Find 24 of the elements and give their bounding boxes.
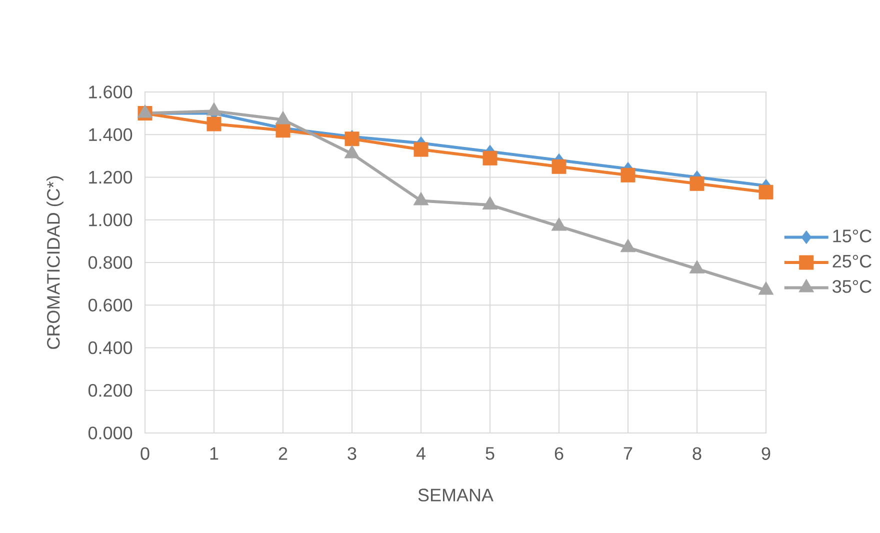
x-tick-label: 5 [486, 447, 494, 460]
legend-label: 35°C [832, 280, 872, 293]
x-tick-label: 7 [624, 447, 632, 460]
x-tick-label: 9 [762, 447, 770, 460]
x-axis-title: SEMANA [418, 488, 494, 502]
y-tick-label: 0.600 [88, 298, 132, 312]
x-tick-label: 6 [554, 447, 564, 460]
x-tick-label: 4 [416, 447, 426, 460]
y-tick-label: 1.000 [89, 213, 132, 226]
legend-label: 15°C [833, 230, 872, 242]
y-tick-label: 0.000 [88, 426, 132, 440]
y-tick-label: 0.400 [88, 341, 132, 354]
x-tick-label: 8 [692, 447, 702, 460]
y-tick-label: 1.400 [89, 128, 132, 141]
y-tick-label: 0.200 [88, 384, 132, 397]
y-tick-label: 0.800 [88, 256, 132, 269]
y-tick-label: 1.200 [89, 170, 132, 184]
y-tick-label: 1.600 [89, 86, 132, 98]
legend-label: 25°C [832, 254, 872, 268]
x-tick-label: 2 [278, 447, 288, 460]
x-tick-label: 3 [348, 447, 356, 460]
x-tick-label: 0 [140, 447, 150, 460]
x-tick-label: 1 [210, 447, 218, 460]
y-axis-title: CROMATICIDAD (C*) [46, 176, 64, 349]
